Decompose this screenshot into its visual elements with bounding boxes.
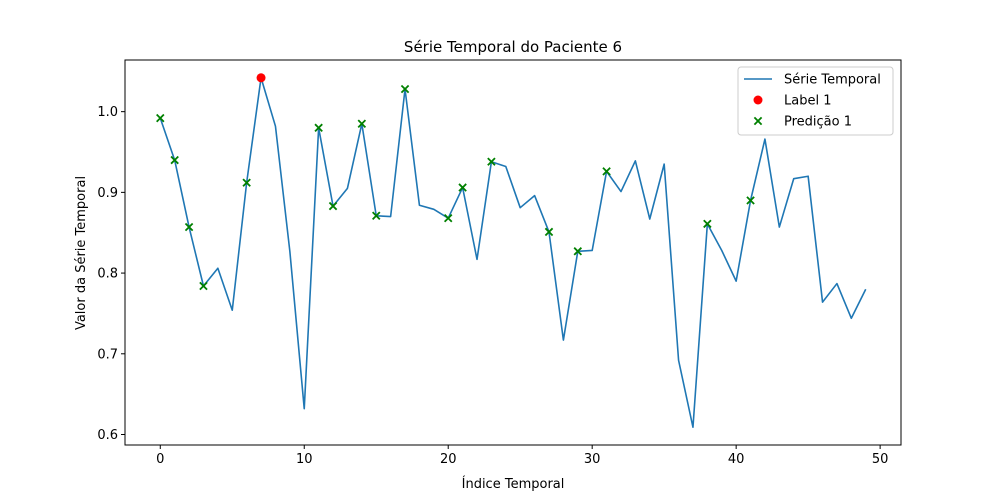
- legend-frame: [737, 66, 894, 136]
- prediction-point: [487, 157, 496, 166]
- y-tick-label: 0.7: [97, 347, 118, 362]
- prediction-point: [400, 84, 410, 94]
- y-tick-label: 0.6: [97, 428, 118, 443]
- y-axis: 0.6 0.7 0.8 0.9 1.0: [97, 105, 125, 443]
- axes-frame: [124, 59, 902, 446]
- prediction-point: [314, 123, 323, 133]
- prediction-point: [184, 222, 194, 232]
- legend-x-swatch: [753, 116, 763, 126]
- prediction-point: [544, 227, 554, 237]
- label-point: [256, 73, 266, 83]
- legend-item: Série Temporal: [744, 73, 881, 88]
- x-tick-label: 30: [584, 452, 601, 467]
- prediction-point: [357, 119, 367, 128]
- x-tick-label: 20: [440, 452, 457, 467]
- prediction-point: [328, 201, 338, 211]
- legend-circle-swatch: [753, 95, 763, 105]
- prediction-point: [242, 178, 251, 187]
- prediction-point: [371, 211, 381, 221]
- x-tick-label: 10: [296, 452, 313, 467]
- prediction-point: [156, 113, 165, 123]
- prediction-point: [602, 167, 611, 176]
- legend-label: Label 1: [784, 94, 831, 109]
- legend-label: Série Temporal: [784, 73, 881, 88]
- chart-title: Série Temporal do Paciente 6: [404, 38, 622, 56]
- prediction-point: [458, 183, 467, 192]
- x-tick-label: 50: [872, 452, 889, 467]
- y-tick-label: 1.0: [97, 105, 118, 120]
- prediction-point: [199, 281, 208, 291]
- prediction-point: [703, 219, 712, 229]
- legend-item: Label 1: [753, 94, 831, 109]
- prediction-point: [746, 196, 755, 205]
- y-tick-label: 0.9: [97, 186, 118, 201]
- legend-label: Predição 1: [784, 115, 852, 130]
- legend-item: Predição 1: [753, 115, 852, 130]
- series-line: [159, 76, 867, 429]
- plot-area: [156, 73, 867, 429]
- prediction-point: [443, 213, 453, 223]
- y-tick-label: 0.8: [97, 267, 118, 282]
- legend: Série Temporal Label 1 Predição 1: [737, 66, 894, 136]
- x-axis-label: Índice Temporal: [462, 476, 565, 492]
- x-tick-label: 0: [156, 452, 164, 467]
- y-axis-label: Valor da Série Temporal: [74, 176, 89, 330]
- prediction-point: [170, 155, 179, 165]
- x-tick-label: 40: [728, 452, 745, 467]
- prediction-point: [573, 247, 583, 256]
- x-axis: 0 10 20 30 40 50: [156, 445, 888, 467]
